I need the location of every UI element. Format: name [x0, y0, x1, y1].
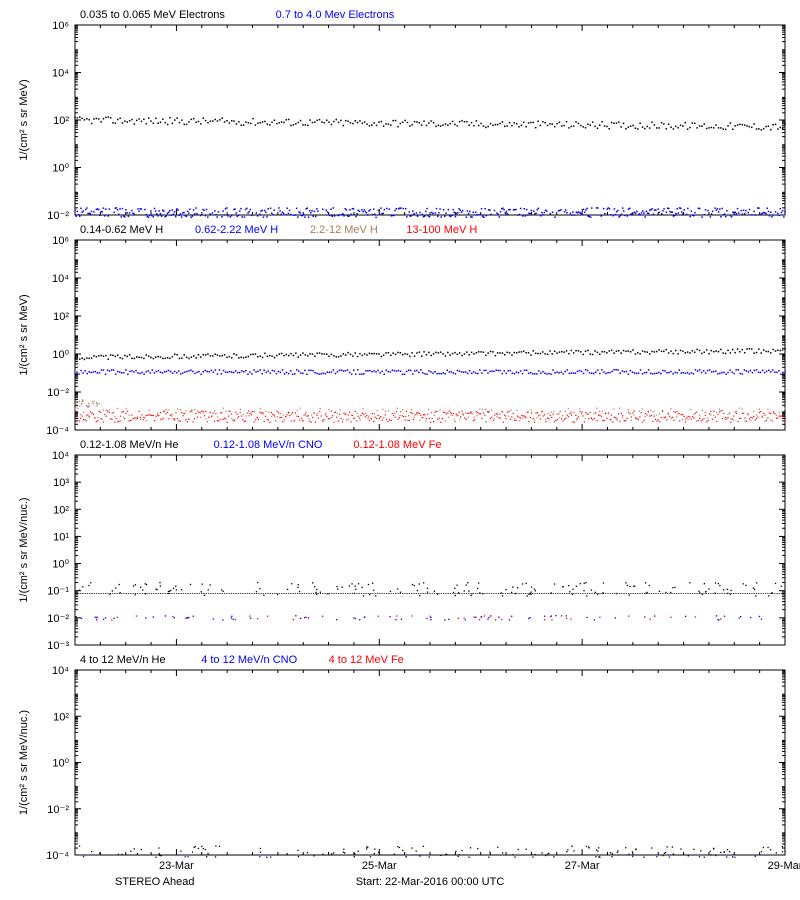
legend-label: 13-100 MeV H [406, 224, 477, 236]
y-tick-label: 10⁰ [52, 758, 69, 770]
y-tick-label: 10¹ [53, 531, 69, 543]
y-tick-label: 10⁴ [52, 68, 69, 80]
series-he-hi [79, 845, 786, 858]
legend-label: 0.12-1.08 MeV Fe [353, 439, 441, 451]
y-tick-label: 10³ [53, 477, 69, 489]
legend-label: 0.035 to 0.065 MeV Electrons [80, 9, 225, 21]
y-tick-label: 10⁻² [47, 613, 69, 625]
y-tick-label: 10² [53, 311, 69, 323]
y-tick-label: 10⁰ [52, 559, 69, 571]
x-tick-label: 29-Mar [768, 860, 800, 872]
x-tick-label: 25-Mar [362, 860, 397, 872]
legend-label: 4 to 12 MeV/n CNO [201, 654, 297, 666]
footer-center: Start: 22-Mar-2016 00:00 UTC [356, 876, 505, 888]
panel-electrons: 0.035 to 0.065 MeV Electrons 0.7 to 4.0 M… [18, 9, 786, 222]
y-tick-label: 10⁴ [52, 273, 69, 285]
footer-left: STEREO Ahead [115, 876, 195, 888]
y-tick-label: 10⁴ [52, 450, 69, 462]
y-tick-label: 10⁶ [52, 235, 69, 247]
series-fe-low [96, 615, 722, 621]
legend-label: 4 to 12 MeV/n He [80, 654, 166, 666]
y-axis-label: 1/(cm² s sr MeV/nuc.) [18, 497, 30, 602]
plot-frame [75, 240, 785, 430]
legend-label: 2.2-12 MeV H [310, 224, 378, 236]
series-h-1 [74, 348, 786, 360]
series-e-low [74, 116, 786, 130]
series-h-4 [74, 410, 785, 423]
y-tick-label: 10⁻² [47, 387, 69, 399]
plot-frame [75, 670, 785, 855]
y-tick-label: 10² [53, 115, 69, 127]
series-he-low [75, 582, 782, 597]
legend-label: 4 to 12 MeV Fe [329, 654, 404, 666]
series-cno-hi [83, 856, 756, 859]
x-tick-label: 23-Mar [159, 860, 194, 872]
series-h-2 [74, 369, 786, 375]
legend-label: 0.62-2.22 MeV H [195, 224, 278, 236]
panel-hydrogen: 0.14-0.62 MeV H 0.62-2.22 MeV H 2.2-12 MeV… [18, 224, 786, 437]
y-axis-label: 1/(cm² s sr MeV) [18, 79, 30, 160]
y-axis-label: 1/(cm² s sr MeV/nuc.) [18, 710, 30, 815]
legend-label: 0.12-1.08 MeV/n He [80, 439, 178, 451]
y-tick-label: 10² [53, 711, 69, 723]
legend-label: 0.7 to 4.0 Mev Electrons [276, 9, 395, 21]
stereo-chart: 0.035 to 0.065 MeV Electrons 0.7 to 4.0 M… [0, 0, 800, 900]
y-tick-label: 10⁻⁴ [46, 425, 69, 437]
series-he-low-line [75, 593, 786, 594]
y-tick-label: 10⁻⁴ [46, 850, 69, 862]
series-cno-low [76, 615, 763, 621]
y-tick-label: 10⁻² [47, 804, 69, 816]
y-tick-label: 10⁻³ [47, 640, 69, 652]
y-tick-label: 10⁻² [47, 210, 69, 222]
y-tick-label: 10⁰ [52, 163, 69, 175]
panel-ions-high: 4 to 12 MeV/n He 4 to 12 MeV/n CNO 4 to 12… [18, 654, 800, 888]
legend-label: 0.12-1.08 MeV/n CNO [214, 439, 323, 451]
y-axis-label: 1/(cm² s sr MeV) [18, 294, 30, 375]
y-tick-label: 10² [53, 504, 69, 516]
y-tick-label: 10⁻¹ [47, 586, 69, 598]
x-tick-label: 27-Mar [565, 860, 600, 872]
y-tick-label: 10⁴ [52, 665, 69, 677]
y-tick-label: 10⁰ [52, 349, 69, 361]
y-tick-label: 10⁶ [52, 20, 69, 32]
series-h-3 [74, 399, 785, 422]
legend-label: 0.14-0.62 MeV H [80, 224, 163, 236]
panel-ions-low: 0.12-1.08 MeV/n He 0.12-1.08 MeV/n CNO 0.1… [18, 439, 785, 652]
